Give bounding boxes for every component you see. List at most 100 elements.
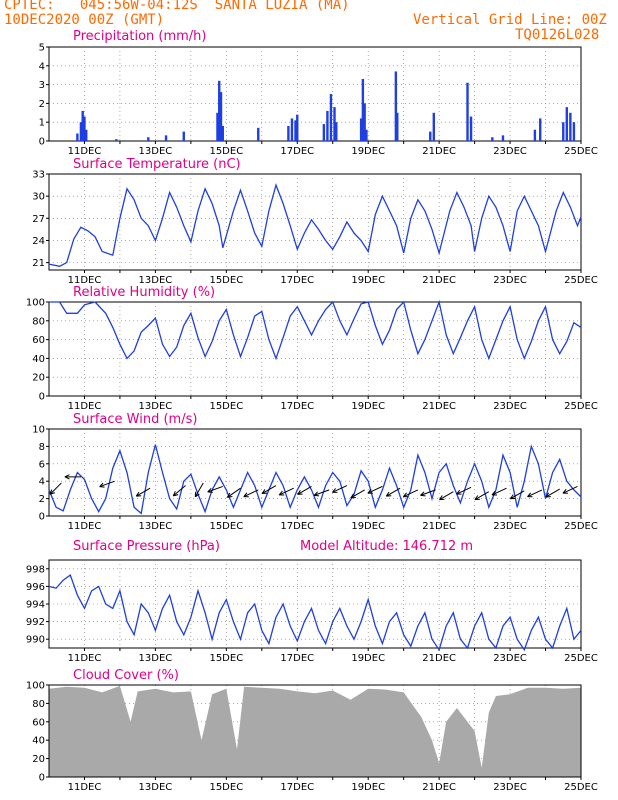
precip-bar <box>81 110 84 141</box>
precip-bar <box>361 78 365 141</box>
precip-bar <box>333 107 336 141</box>
x-tick-label: 21DEC <box>422 401 456 412</box>
wind-vector <box>439 491 454 501</box>
x-tick-label: 17DEC <box>280 275 314 286</box>
y-tick-label: 4 <box>39 61 45 72</box>
wind-vector <box>385 487 401 497</box>
y-tick-label: 60 <box>32 717 45 728</box>
y-tick-label: 60 <box>32 335 45 346</box>
precip-bar <box>182 131 185 141</box>
precip-bar <box>329 94 333 141</box>
precip-bar <box>432 112 436 141</box>
x-tick-label: 25DEC <box>564 401 598 412</box>
y-tick-label: 21 <box>32 258 45 269</box>
panel-1: 0 1 2 3 4 5 11DEC 13DEC 15DEC 17DEC 19DEC 21DEC 23DE… <box>39 29 598 157</box>
x-tick-label: 15DEC <box>209 521 243 532</box>
precip-bar <box>562 122 565 141</box>
x-tick-label: 11DEC <box>68 146 102 157</box>
x-tick-label: 23DEC <box>493 146 527 157</box>
x-tick-label: 21DEC <box>422 782 456 793</box>
x-tick-label: 25DEC <box>564 521 598 532</box>
wind-vector <box>350 489 365 499</box>
y-tick-label: 996 <box>26 582 45 593</box>
x-tick-label: 19DEC <box>351 401 385 412</box>
precip-bar <box>287 125 290 141</box>
x-tick-label: 13DEC <box>139 275 173 286</box>
precip-bar <box>115 139 118 141</box>
wind-vector <box>456 486 472 495</box>
y-tick-label: 998 <box>26 564 45 575</box>
header-station: CPTEC: 045:56W-04:12S SANTA LUZIA (MA) <box>4 0 350 13</box>
wind-vector <box>402 489 419 498</box>
precip-bar <box>218 80 221 141</box>
x-tick-label: 11DEC <box>68 275 102 286</box>
series-line <box>48 444 582 515</box>
header-model-id: TQ0126L028 <box>515 27 600 43</box>
x-tick-label: 23DEC <box>493 275 527 286</box>
precip-bar <box>491 137 494 141</box>
wind-vector <box>278 487 294 496</box>
precip-bar <box>335 122 338 141</box>
precip-bar <box>429 131 432 141</box>
precip-bar <box>83 116 86 141</box>
x-tick-label: 13DEC <box>139 782 173 793</box>
x-tick-label: 15DEC <box>209 782 243 793</box>
x-tick-label: 17DEC <box>280 782 314 793</box>
precip-bar <box>164 135 168 141</box>
x-tick-label: 17DEC <box>280 653 314 664</box>
header-grid-note: Vertical Grid Line: 00Z <box>413 12 607 28</box>
panel-frame <box>48 301 582 397</box>
x-tick-label: 19DEC <box>351 521 385 532</box>
panel-title: Relative Humidity (%) <box>73 285 215 300</box>
x-tick-label: 15DEC <box>209 401 243 412</box>
panel-title: Surface Wind (m/s) <box>73 412 197 427</box>
x-tick-label: 23DEC <box>493 653 527 664</box>
precip-bar <box>533 129 537 141</box>
precip-bar <box>572 122 576 141</box>
precip-bar <box>216 112 219 141</box>
panel-2: 21 24 27 30 33 11DEC 13DEC 15DEC 17DEC 19DEC 21DEC… <box>32 157 598 286</box>
precip-bar <box>257 127 260 141</box>
y-tick-label: 20 <box>32 373 45 384</box>
precip-bar <box>322 124 326 141</box>
y-tick-label: 30 <box>32 192 45 203</box>
y-tick-label: 994 <box>26 600 45 611</box>
y-tick-label: 80 <box>32 316 45 327</box>
y-tick-label: 992 <box>26 617 45 628</box>
x-tick-label: 15DEC <box>209 275 243 286</box>
y-tick-label: 100 <box>26 298 45 309</box>
x-tick-label: 25DEC <box>564 275 598 286</box>
precip-bar <box>221 125 224 141</box>
x-tick-label: 11DEC <box>68 521 102 532</box>
precip-bar <box>469 116 473 141</box>
y-tick-label: 0 <box>39 392 45 403</box>
wind-vector <box>297 485 312 495</box>
precip-bar <box>326 110 329 141</box>
x-tick-label: 19DEC <box>351 146 385 157</box>
wind-vector <box>261 485 277 495</box>
precip-bar <box>363 103 366 141</box>
x-tick-label: 19DEC <box>351 782 385 793</box>
x-tick-label: 11DEC <box>68 653 102 664</box>
y-tick-label: 40 <box>32 354 45 365</box>
panel-frame <box>48 173 582 271</box>
x-tick-label: 25DEC <box>564 782 598 793</box>
precip-bar <box>85 129 88 141</box>
y-tick-label: 33 <box>32 170 45 181</box>
x-tick-label: 23DEC <box>493 401 527 412</box>
precip-bar <box>359 118 363 141</box>
y-tick-label: 2 <box>39 99 45 110</box>
x-tick-label: 15DEC <box>209 653 243 664</box>
wind-vector <box>367 485 383 494</box>
wind-vector <box>99 480 115 488</box>
y-tick-label: 80 <box>32 699 45 710</box>
y-tick-label: 8 <box>39 442 45 453</box>
x-tick-label: 25DEC <box>564 146 598 157</box>
wind-vector <box>64 474 81 480</box>
precip-bar <box>79 122 83 141</box>
precip-bar <box>466 82 469 141</box>
y-tick-label: 0 <box>39 137 45 148</box>
precip-bar <box>394 71 398 141</box>
x-tick-label: 11DEC <box>68 782 102 793</box>
